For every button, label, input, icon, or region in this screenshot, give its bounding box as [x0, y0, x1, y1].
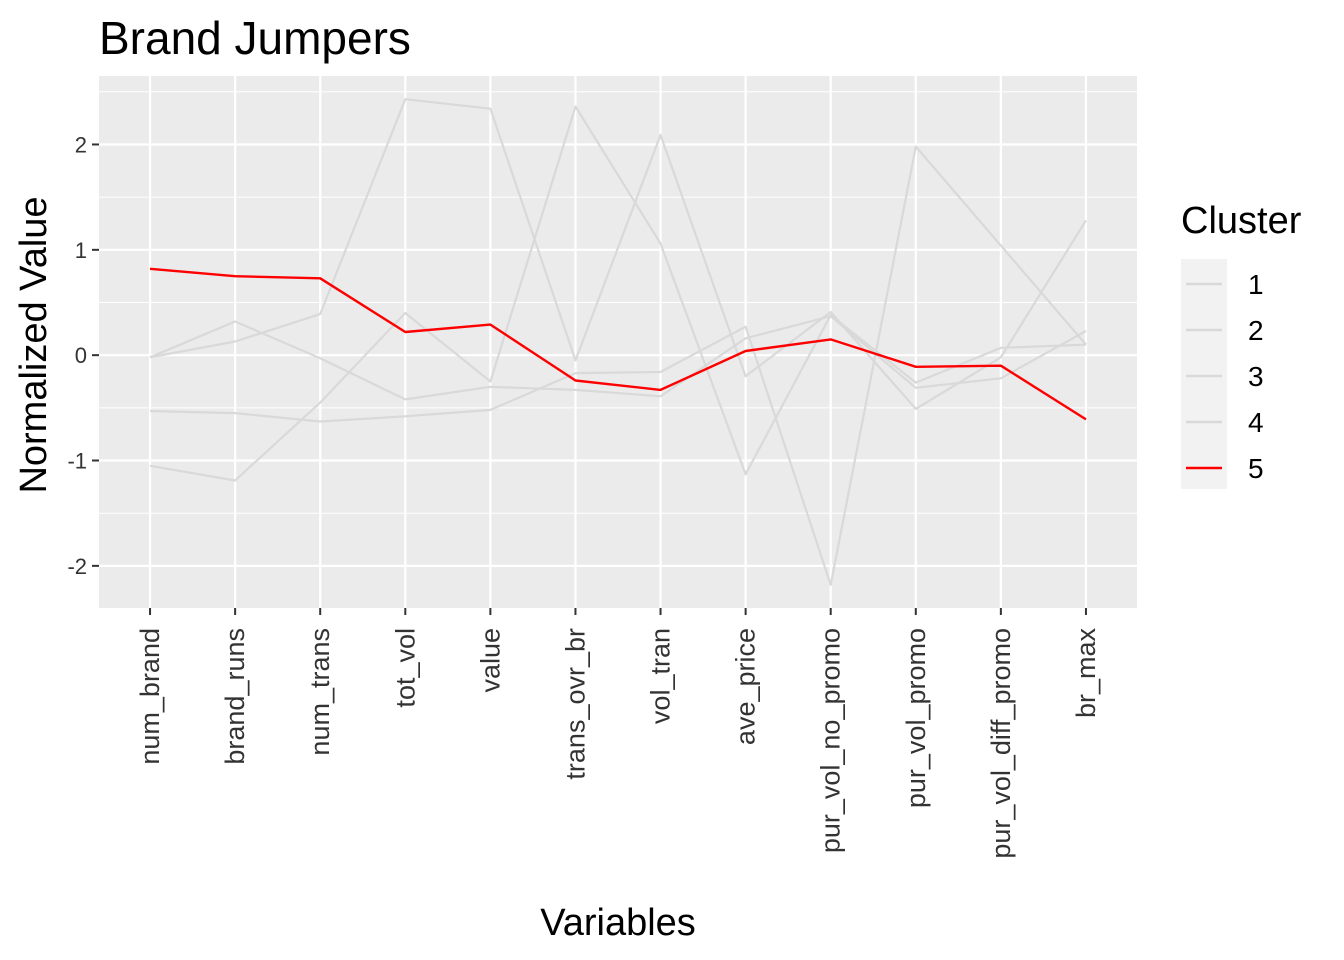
x-axis-title: Variables: [540, 902, 696, 944]
x-tick-label: brand_runs: [220, 628, 250, 765]
series-line-5: [149, 267, 1087, 421]
x-tick-label: br_max: [1071, 628, 1101, 719]
y-tick-label: 2: [75, 132, 87, 157]
legend-label-5: 5: [1248, 453, 1264, 484]
x-tick-label: num_trans: [305, 628, 335, 756]
series-line-2: [149, 145, 1087, 586]
x-tick-label: vol_tran: [646, 628, 676, 724]
series-line-3: [149, 105, 1087, 482]
x-tick-label: num_brand: [135, 628, 165, 765]
x-tick-label: value: [475, 628, 505, 693]
legend-title: Cluster: [1181, 200, 1302, 242]
legend-label-2: 2: [1248, 315, 1264, 346]
series-line-4: [149, 315, 1087, 401]
legend-label-4: 4: [1248, 407, 1264, 438]
x-tick-label: trans_ovr_br: [560, 628, 590, 780]
legend-label-1: 1: [1248, 269, 1264, 300]
series-layer: [149, 98, 1087, 586]
chart-title: Brand Jumpers: [99, 12, 411, 64]
grid-minor: [99, 91, 1137, 514]
y-axis: -2 -1 0 1 2: [67, 132, 99, 579]
grid-major: [99, 76, 1137, 608]
x-tick-label: tot_vol: [390, 628, 420, 708]
x-tick-label: pur_vol_diff_promo: [986, 628, 1016, 859]
y-tick-label: -2: [67, 554, 87, 579]
legend-label-3: 3: [1248, 361, 1264, 392]
x-tick-label: ave_price: [731, 628, 761, 745]
x-tick-label: pur_vol_promo: [901, 628, 931, 808]
x-axis: num_brand brand_runs num_trans tot_vol value…: [135, 608, 1101, 859]
legend-key-background: [1181, 259, 1227, 489]
y-tick-label: -1: [67, 449, 87, 474]
plot-panel: [99, 76, 1137, 608]
y-tick-label: 0: [75, 343, 87, 368]
series-line-1: [149, 98, 1087, 410]
y-axis-title: Normalized Value: [13, 196, 55, 493]
legend: Cluster 1 2 3 4 5: [1181, 200, 1302, 489]
x-tick-label: pur_vol_no_promo: [816, 628, 846, 853]
y-tick-label: 1: [75, 238, 87, 263]
